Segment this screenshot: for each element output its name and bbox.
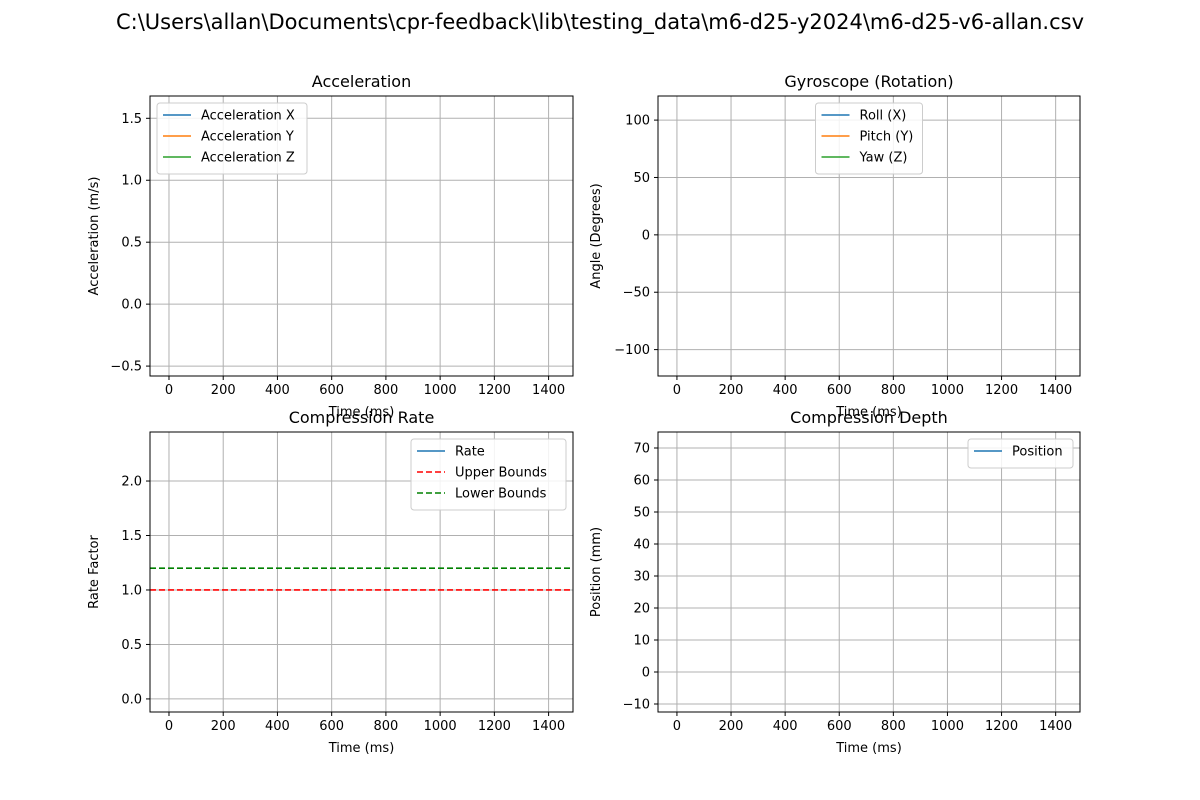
y-tick-label: 70 (633, 442, 650, 457)
legend-frame (967, 438, 1074, 469)
x-tick-label: 200 (719, 719, 744, 734)
legend-label: Acceleration Z (201, 151, 295, 166)
x-tick-label: 1000 (424, 383, 457, 398)
x-tick-label: 600 (319, 383, 344, 398)
y-tick-label: 60 (633, 474, 650, 489)
legend-label: Pitch (Y) (860, 130, 914, 145)
x-tick-label: 0 (673, 719, 681, 734)
x-tick-label: 200 (211, 383, 236, 398)
y-tick-label: 0 (642, 666, 650, 681)
y-tick-label: 30 (633, 570, 650, 585)
figure-title: C:\Users\allan\Documents\cpr-feedback\li… (115, 10, 1085, 34)
chart-title: Gyroscope (Rotation) (784, 72, 953, 91)
x-tick-label: 1200 (478, 719, 511, 734)
y-tick-label: 0.5 (121, 236, 142, 251)
y-axis-label: Rate Factor (87, 534, 102, 608)
x-tick-label: 200 (719, 383, 744, 398)
y-axis-label: Position (mm) (589, 527, 604, 617)
x-tick-label: 1400 (532, 719, 565, 734)
legend-label: Position (1012, 445, 1063, 460)
chart-panel-2: 0 200 400 600 800 1000 1200 1400 −100 −50 0 50 100 Gy… (589, 72, 1081, 420)
y-tick-label: 10 (633, 634, 650, 649)
x-tick-label: 400 (773, 719, 798, 734)
chart-title: Compression Rate (289, 408, 435, 427)
legend: Rate Upper Bounds Lower Bounds (410, 438, 567, 511)
x-tick-label: 800 (881, 383, 906, 398)
legend: Roll (X) Pitch (Y) Yaw (Z) (815, 102, 923, 175)
x-tick-label: 400 (773, 383, 798, 398)
x-tick-label: 600 (319, 719, 344, 734)
legend-label: Acceleration X (201, 109, 295, 124)
y-tick-label: 1.5 (121, 112, 142, 127)
y-tick-label: 20 (633, 602, 650, 617)
y-tick-label: 0.0 (121, 692, 142, 707)
chart-title: Acceleration (312, 72, 411, 91)
legend-label: Rate (455, 445, 485, 460)
x-axis-label: Time (ms) (835, 741, 902, 756)
legend-label: Acceleration Y (201, 130, 294, 145)
x-tick-label: 800 (881, 719, 906, 734)
y-tick-label: 40 (633, 538, 650, 553)
x-tick-label: 1000 (424, 719, 457, 734)
x-tick-label: 1400 (532, 383, 565, 398)
y-tick-label: 2.0 (121, 475, 142, 490)
axes-frame (149, 431, 574, 713)
y-axis-label: Acceleration (m/s) (87, 177, 102, 296)
x-tick-label: 0 (165, 383, 173, 398)
x-tick-label: 1200 (985, 719, 1018, 734)
x-tick-label: 1200 (985, 383, 1018, 398)
x-tick-label: 600 (827, 383, 852, 398)
chart-panel-3: 0 200 400 600 800 1000 1200 1400 0.0 0.5 1.0 1.5 2.0… (87, 408, 574, 756)
y-tick-label: 0.5 (121, 638, 142, 653)
legend-label: Upper Bounds (455, 466, 547, 481)
x-tick-label: 1400 (1039, 383, 1072, 398)
x-tick-label: 0 (673, 383, 681, 398)
y-tick-label: 0.0 (121, 298, 142, 313)
x-tick-label: 1200 (478, 383, 511, 398)
x-tick-label: 600 (827, 719, 852, 734)
y-axis-label: Angle (Degrees) (589, 183, 604, 288)
y-tick-label: 1.0 (121, 174, 142, 189)
y-tick-label: −100 (614, 343, 650, 358)
chart-panel-4: 0 200 400 600 800 1000 1200 1400 −10 0 10 20 30 40 50 6… (589, 408, 1081, 756)
chart-panel-1: 0 200 400 600 800 1000 1200 1400 −0.5 0.0 0.5 1.0 1.… (87, 72, 574, 420)
y-tick-label: −50 (623, 286, 650, 301)
x-tick-label: 1400 (1039, 719, 1072, 734)
y-tick-label: 1.0 (121, 583, 142, 598)
axes-frame (657, 95, 1081, 377)
x-tick-label: 1000 (931, 383, 964, 398)
y-tick-label: 1.5 (121, 529, 142, 544)
legend: Position (967, 438, 1074, 469)
y-tick-label: −10 (623, 698, 650, 713)
x-tick-label: 400 (265, 719, 290, 734)
x-tick-label: 1000 (931, 719, 964, 734)
x-tick-label: 800 (373, 719, 398, 734)
y-tick-label: 50 (633, 506, 650, 521)
chart-title: Compression Depth (790, 408, 948, 427)
legend-label: Lower Bounds (455, 487, 547, 502)
x-axis-label: Time (ms) (328, 405, 395, 420)
y-tick-label: 50 (633, 171, 650, 186)
x-tick-label: 0 (165, 719, 173, 734)
x-axis-label: Time (ms) (835, 405, 902, 420)
x-axis-label: Time (ms) (328, 741, 395, 756)
y-tick-label: 100 (625, 114, 650, 129)
y-tick-label: −0.5 (110, 360, 142, 375)
legend-label: Yaw (Z) (859, 151, 908, 166)
y-tick-label: 0 (642, 228, 650, 243)
legend: Acceleration X Acceleration Y Acceleration… (156, 102, 308, 175)
legend-frame (156, 102, 308, 175)
legend-label: Roll (X) (860, 109, 907, 124)
x-tick-label: 200 (211, 719, 236, 734)
x-tick-label: 800 (373, 383, 398, 398)
axes-frame (149, 95, 574, 377)
x-tick-label: 400 (265, 383, 290, 398)
legend-frame (410, 438, 567, 511)
axes-frame (657, 431, 1081, 713)
